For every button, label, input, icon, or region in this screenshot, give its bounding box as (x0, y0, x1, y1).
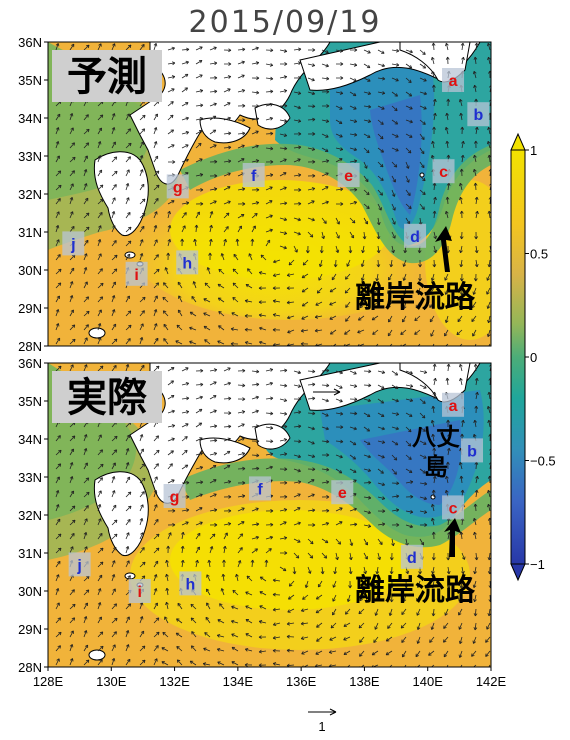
colorbar: 1 0.5 0 −0.5 −1 (510, 132, 556, 582)
marker-b: b (467, 102, 490, 127)
colorbar-tick-label: −0.5 (530, 454, 556, 469)
svg-text:e: e (338, 485, 347, 502)
x-tick-label: 142E (476, 674, 507, 689)
y-tick-label: 33N (18, 149, 42, 164)
y-tick-label: 35N (18, 73, 42, 88)
marker-j: j (68, 552, 91, 577)
svg-text:f: f (257, 481, 263, 498)
y-tick-label: 30N (18, 263, 42, 278)
y-tick-label: 32N (18, 187, 42, 202)
x-tick-label: 138E (349, 674, 380, 689)
marker-c: c (442, 495, 465, 520)
x-tick-label: 132E (159, 674, 190, 689)
svg-text:c: c (439, 164, 448, 181)
offshore-route-label-observed: 離岸流路 (355, 573, 476, 608)
y-tick-label: 28N (18, 339, 42, 354)
x-tick-label: 140E (413, 674, 444, 689)
observed-panel: 28N 29N 30N 31N 32N 33N 34N 35N 36N 実際 a b c d e f g h i… (18, 356, 492, 675)
reference-vector-label: 1 (318, 719, 325, 734)
marker-e: e (337, 163, 360, 187)
svg-text:f: f (251, 168, 257, 185)
x-tick-label: 134E (223, 674, 254, 689)
svg-text:i: i (134, 267, 138, 284)
svg-text:j: j (70, 236, 75, 253)
svg-text:h: h (186, 576, 196, 593)
marker-d: d (404, 223, 427, 248)
colorbar-tick-label: 0 (530, 350, 537, 365)
colorbar-tick-label: −1 (530, 557, 545, 572)
marker-f: f (249, 476, 272, 501)
forecast-panel: 28N 29N 30N 31N 32N 33N 34N 35N 36N 予測 ab c d e f g h i… (18, 35, 492, 354)
svg-text:j: j (76, 557, 81, 574)
svg-text:a: a (449, 398, 458, 415)
y-tick-label: 29N (18, 301, 42, 316)
marker-h: h (179, 571, 202, 596)
forecast-label: 予測 (67, 54, 147, 100)
offshore-route-arrow-observed (444, 518, 461, 557)
x-tick-label: 130E (96, 674, 127, 689)
x-tick-label: 136E (286, 674, 317, 689)
svg-text:b: b (467, 443, 477, 460)
svg-text:g: g (173, 179, 183, 196)
marker-g: g (166, 174, 189, 199)
marker-f: f (242, 163, 265, 187)
y-tick-label: 34N (18, 111, 42, 126)
y-tick-label: 32N (18, 508, 42, 523)
figure-title: 2015/09/19 (189, 5, 382, 40)
marker-a: a (442, 392, 465, 417)
y-tick-label: 31N (18, 225, 42, 240)
y-tick-label: 30N (18, 584, 42, 599)
offshore-route-arrow (435, 226, 452, 272)
svg-text:a: a (449, 73, 458, 90)
y-tick-label: 28N (18, 660, 42, 675)
y-tick-label: 33N (18, 470, 42, 485)
x-tick-label: 128E (33, 674, 64, 689)
observed-label: 実際 (67, 375, 147, 421)
y-tick-label: 36N (18, 35, 42, 50)
marker-h: h (176, 250, 199, 275)
marker-e: e (331, 480, 354, 505)
svg-text:c: c (449, 500, 458, 517)
y-tick-label: 35N (18, 394, 42, 409)
marker-c: c (432, 159, 455, 184)
colorbar-tick-label: 1 (530, 143, 537, 158)
y-tick-label: 31N (18, 546, 42, 561)
marker-i: i (128, 579, 151, 603)
reference-vector: 1 (308, 708, 337, 734)
offshore-route-label: 離岸流路 (355, 280, 476, 315)
hachijojima-label-line2: 島 (424, 453, 448, 481)
marker-b: b (461, 438, 484, 463)
svg-text:h: h (182, 255, 192, 272)
svg-text:d: d (407, 550, 417, 567)
marker-j: j (62, 231, 85, 256)
observed-label-bg (52, 371, 162, 423)
forecast-label-bg (52, 50, 162, 102)
svg-text:d: d (410, 229, 420, 246)
marker-a: a (442, 68, 465, 92)
colorbar-tick-label: 0.5 (530, 247, 548, 262)
svg-text:b: b (473, 107, 483, 124)
marker-d: d (400, 544, 423, 569)
hachijojima-label-line1: 八丈 (412, 423, 460, 451)
svg-text:e: e (344, 168, 353, 185)
svg-text:i: i (138, 584, 142, 601)
y-tick-label: 29N (18, 622, 42, 637)
marker-i: i (125, 261, 148, 286)
y-tick-label: 36N (18, 356, 42, 371)
svg-text:g: g (170, 489, 180, 506)
marker-g: g (163, 484, 186, 508)
y-tick-label: 34N (18, 432, 42, 447)
